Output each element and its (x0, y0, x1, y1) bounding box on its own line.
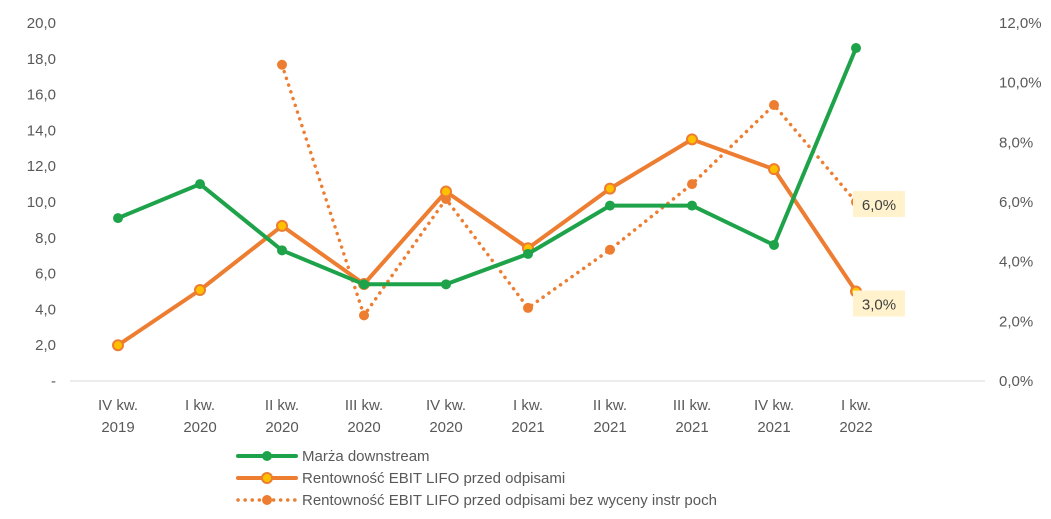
series-1-point (359, 279, 369, 290)
series-2-point (276, 219, 288, 232)
series-1-point (851, 43, 861, 54)
y-right-tick-label: 10,0% (999, 75, 1042, 92)
series-1-point (769, 239, 779, 250)
x-tick-label: II kw. 2021 (593, 397, 627, 436)
y-left-tick-label: 2,0 (35, 337, 56, 354)
y-left-tick-label: 18,0 (27, 51, 56, 68)
x-tick-label: IV kw. 2019 (98, 397, 138, 436)
data-label-bg (853, 290, 905, 317)
y-left-tick-label: - (51, 373, 56, 390)
y-left-tick-label: 12,0 (27, 158, 56, 175)
series-1-point (195, 179, 205, 190)
y-right-tick-label: 6,0% (999, 194, 1033, 211)
series-1-point (523, 248, 533, 259)
legend-marker-1 (262, 451, 272, 461)
series-1-point (687, 200, 697, 211)
series-2-point (604, 182, 616, 195)
series-1-point (605, 200, 615, 211)
x-tick-label: I kw. 2021 (511, 397, 544, 436)
series-line-2 (116, 137, 858, 348)
y-left-tick-label: 10,0 (27, 194, 56, 211)
y-left-tick-label: 6,0 (35, 266, 56, 283)
series-2-point (112, 339, 124, 352)
y-right-tick-label: 12,0% (999, 15, 1042, 32)
x-tick-label: II kw. 2020 (265, 397, 299, 436)
x-tick-label: IV kw. 2020 (426, 397, 466, 436)
series-layer (112, 43, 862, 352)
series-1-point (441, 279, 451, 290)
legend-marker-3 (262, 495, 272, 505)
data-label-bg (853, 191, 905, 217)
x-tick-label: III kw. 2020 (345, 397, 383, 436)
series-3-point (687, 179, 697, 190)
series-2-point (440, 185, 452, 198)
y-right-tick-label: 4,0% (999, 254, 1033, 271)
legend-label-2: Rentowność EBIT LIFO przed odpisami (302, 470, 565, 487)
series-2-point (686, 133, 698, 146)
x-tick-label: IV kw. 2021 (754, 397, 794, 436)
series-3-point (523, 302, 533, 313)
data-labels: 6,0% 3,0% (853, 191, 905, 317)
legend: Marża downstream Rentowność EBIT LIFO prz… (236, 448, 717, 509)
x-tick-label: III kw. 2021 (673, 397, 711, 436)
legend-label-1: Marża downstream (302, 448, 430, 465)
series-2-point (768, 163, 780, 176)
y-right-tick-label: 8,0% (999, 134, 1033, 151)
series-1-point (113, 213, 123, 224)
y-right-tick-label: 0,0% (999, 373, 1033, 390)
x-tick-label: I kw. 2020 (183, 397, 216, 436)
series-2-point (194, 284, 206, 297)
y-left-tick-label: 4,0 (35, 301, 56, 318)
axes: - 2,0 4,0 6,0 8,0 10,0 12,0 14,0 16,0 18,0 20,0 0,0… (27, 15, 1042, 436)
y-left-tick-label: 14,0 (27, 122, 56, 139)
series-3-point (359, 310, 369, 321)
series-line-1 (116, 46, 858, 287)
legend-label-3: Rentowność EBIT LIFO przed odpisami bez … (302, 492, 717, 509)
y-left-tick-label: 16,0 (27, 87, 56, 104)
series-3-point (277, 59, 287, 70)
series-3-point (769, 100, 779, 111)
y-left-tick-label: 20,0 (27, 15, 56, 32)
y-right-tick-label: 2,0% (999, 313, 1033, 330)
data-label: 6,0% (862, 197, 896, 214)
series-3-point (605, 244, 615, 255)
y-left-tick-label: 8,0 (35, 230, 56, 247)
series-1-point (277, 245, 287, 256)
x-tick-label: I kw. 2022 (839, 397, 872, 436)
data-label: 3,0% (862, 297, 896, 314)
legend-marker-2 (261, 472, 273, 484)
